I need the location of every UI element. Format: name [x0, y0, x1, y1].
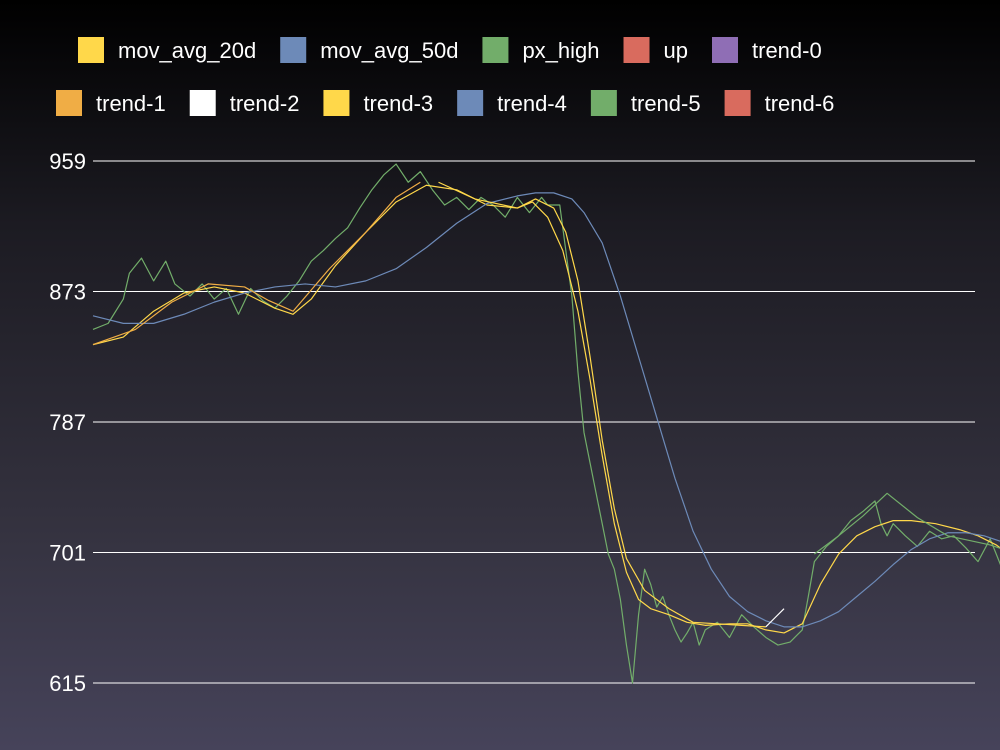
legend-label-mov-avg-20d: mov_avg_20d	[118, 38, 256, 63]
series-line-trend-2	[765, 608, 785, 628]
legend-swatch-px-high	[482, 37, 509, 63]
y-axis: 959 873 787 701 615	[49, 149, 86, 696]
series-line-px-high	[92, 163, 1000, 684]
legend-label-trend-5: trend-5	[631, 91, 701, 116]
y-tick-label: 701	[49, 541, 86, 566]
legend-label-trend-3: trend-3	[363, 91, 433, 116]
legend-label-mov-avg-50d: mov_avg_50d	[320, 38, 458, 63]
legend-label-trend-1: trend-1	[96, 91, 166, 116]
series-line-trend-5	[813, 492, 1000, 555]
legend: mov_avg_20d mov_avg_50d px_high up trend-0 tr…	[56, 37, 834, 116]
y-tick-label: 615	[49, 671, 86, 696]
legend-label-trend-6: trend-6	[765, 91, 835, 116]
series-line-mov-avg-50d	[92, 192, 1000, 628]
series-line-mov-avg-20d	[92, 184, 1000, 634]
plot-area	[92, 163, 1000, 684]
legend-label-trend-0: trend-0	[752, 38, 822, 63]
y-tick-label: 873	[49, 280, 86, 305]
legend-swatch-trend-6	[724, 90, 751, 116]
legend-label-up: up	[664, 38, 688, 63]
series-line-trend-1	[92, 181, 421, 346]
y-tick-label: 787	[49, 410, 86, 435]
legend-label-px-high: px_high	[522, 38, 599, 63]
series-line-trend-3	[438, 181, 766, 628]
legend-swatch-trend-5	[590, 90, 617, 116]
legend-swatch-trend-4	[457, 90, 484, 116]
legend-label-trend-2: trend-2	[230, 91, 300, 116]
legend-swatch-trend-1	[56, 90, 82, 116]
legend-swatch-trend-2	[189, 90, 216, 116]
legend-label-trend-4: trend-4	[497, 91, 567, 116]
legend-swatch-mov-avg-20d	[78, 37, 104, 63]
legend-swatch-mov-avg-50d	[280, 37, 307, 63]
legend-swatch-trend-0	[712, 37, 738, 63]
grid	[93, 160, 975, 684]
legend-swatch-trend-3	[323, 90, 350, 116]
y-tick-label: 959	[49, 149, 86, 174]
legend-swatch-up	[623, 37, 650, 63]
